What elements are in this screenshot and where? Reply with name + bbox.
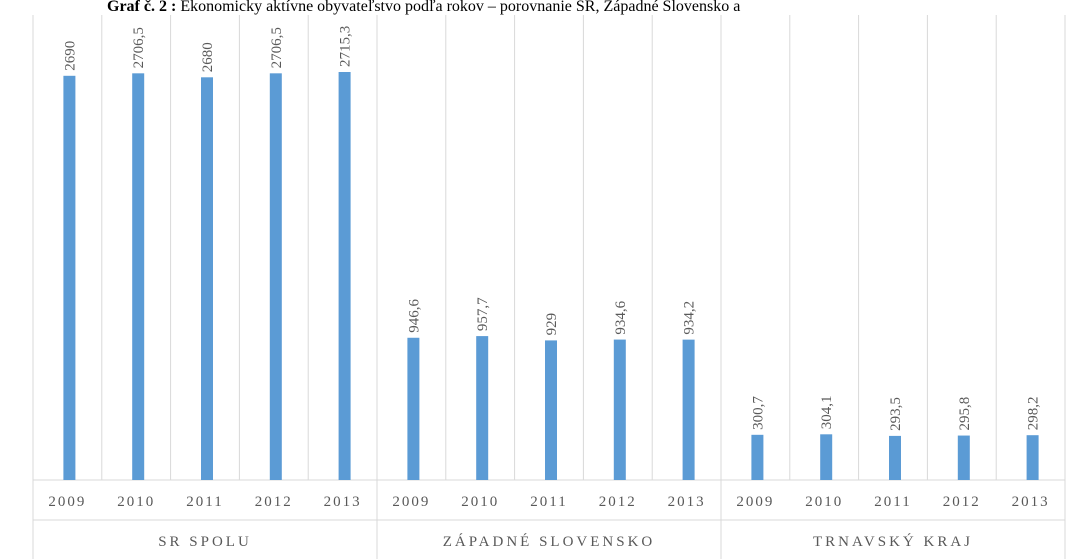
x-tick-label: 2012 [943,494,981,510]
bar [407,337,420,480]
bar [476,336,489,480]
group-label: ZÁPADNÉ SLOVENSKO [443,533,656,550]
x-tick-label: 2013 [668,494,706,510]
bar [613,339,626,480]
bar [682,339,695,480]
x-tick-label: 2010 [117,494,155,510]
bar [63,75,76,480]
x-tick-label: 2009 [392,494,430,510]
bar [889,435,901,480]
bar [957,435,970,480]
data-label: 2706,5 [269,27,285,68]
data-label: 946,6 [406,299,422,333]
chart-title: Graf č. 2 : Ekonomicky aktívne obyvateľs… [107,0,740,15]
x-tick-label: 2012 [599,494,637,510]
data-label: 2690 [62,41,78,71]
x-tick-label: 2009 [48,494,86,510]
group-label: SR SPOLU [158,534,252,550]
title-text: Ekonomicky aktívne obyvateľstvo podľa ro… [180,0,740,15]
bar [338,72,351,480]
bar [201,77,213,480]
x-tick-label: 2011 [874,494,911,510]
data-label: 300,7 [750,396,766,430]
x-tick-label: 2013 [1012,494,1050,510]
group-label: TRNAVSKÝ KRAJ [813,533,973,550]
bar [820,434,833,480]
bar [751,434,764,480]
data-label: 2715,3 [338,26,354,67]
data-label: 934,6 [613,300,629,334]
bar [1026,435,1039,480]
bar [545,340,557,480]
data-label: 304,1 [819,396,835,430]
title-label: Graf č. 2 : [107,0,176,15]
x-tick-label: 2012 [255,494,293,510]
bar [269,73,282,480]
data-label: 298,2 [1026,396,1042,430]
x-tick-label: 2009 [736,494,774,510]
bar [132,73,145,480]
x-tick-label: 2011 [186,494,223,510]
data-label: 2706,5 [131,27,147,68]
x-tick-label: 2010 [461,494,499,510]
x-tick-label: 2013 [324,494,362,510]
data-label: 293,5 [888,397,904,431]
data-label: 929 [544,313,560,336]
data-label: 2680 [200,42,216,72]
x-tick-label: 2011 [530,494,567,510]
x-tick-label: 2010 [805,494,843,510]
data-label: 295,8 [957,397,973,431]
data-label: 957,7 [475,297,491,331]
data-label: 934,2 [682,301,698,335]
